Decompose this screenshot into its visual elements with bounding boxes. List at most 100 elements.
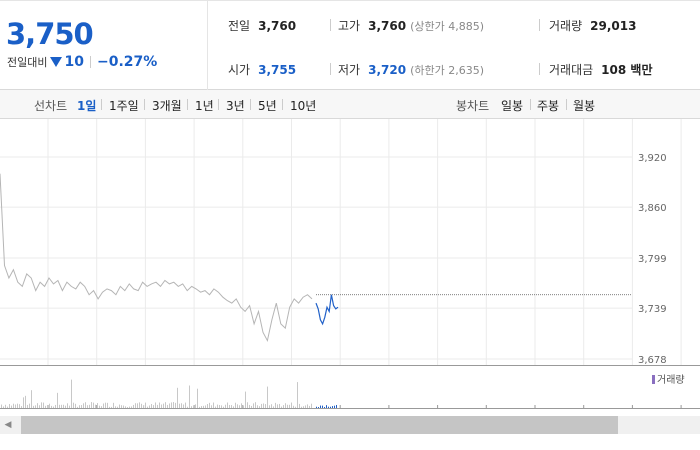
period-3y[interactable]: 3년 (226, 99, 245, 113)
period-1d[interactable]: 1일 (77, 99, 97, 113)
change-label: 전일대비 (7, 56, 48, 69)
volume-bar (336, 404, 337, 408)
scroll-left-icon[interactable]: ◀ (0, 416, 16, 434)
down-arrow-icon (50, 57, 63, 67)
volume-bar (13, 403, 14, 408)
period-10y[interactable]: 10년 (290, 99, 317, 113)
volume-legend-label: 거래량 (657, 374, 685, 386)
volume-bar (289, 404, 290, 408)
candle-daily[interactable]: 일봉 (501, 99, 524, 113)
volume-bar (153, 405, 154, 408)
volume-bar (151, 403, 152, 408)
candle-monthly[interactable]: 월봉 (573, 99, 596, 113)
period-1w[interactable]: 1주일 (109, 99, 139, 113)
volume-bar (267, 386, 268, 408)
volume-bar (273, 406, 274, 408)
scrollbar-thumb[interactable] (21, 416, 618, 434)
volume-bar (175, 402, 176, 408)
volume-bar (227, 402, 228, 408)
volume-bar (21, 406, 22, 408)
volume-bar (143, 405, 144, 408)
volume-bar (49, 403, 50, 408)
volume-bar (281, 406, 282, 408)
volume-bar (35, 405, 36, 408)
volume-bar (195, 404, 196, 408)
volume-bar (135, 403, 136, 408)
volume-bar (123, 405, 124, 408)
divider (218, 99, 219, 110)
volume-bar (5, 404, 6, 408)
volume-bar (283, 405, 284, 408)
volume-bar (101, 406, 102, 408)
volume-bar (91, 402, 92, 408)
volume-bar (301, 406, 302, 408)
divider (250, 99, 251, 110)
volume-bar (107, 402, 108, 408)
volume-bar (299, 403, 300, 408)
volume-bar (239, 405, 240, 408)
price-chart: 3,920 3,860 3,799 3,739 3,678 거래량 (0, 119, 700, 409)
volume-bar (45, 405, 46, 408)
stat-prev: 전일 3,760 (228, 17, 296, 34)
volume-bar (181, 403, 182, 408)
volume-bar (217, 404, 218, 408)
volume-bar (39, 405, 40, 408)
divider (566, 99, 567, 110)
volume-bar (29, 403, 30, 408)
volume-bar (215, 406, 216, 408)
volume-bar (237, 404, 238, 408)
volume-legend-swatch (652, 375, 655, 384)
period-1y[interactable]: 1년 (195, 99, 214, 113)
volume-bar (318, 406, 319, 408)
quote-header: 3,750 전일대비 10 −0.27% 전일 3,760 고가 3,760 (… (0, 0, 700, 90)
volume-bar (191, 406, 192, 408)
volume-bar (57, 392, 58, 408)
stat-value: 108 백만 (601, 63, 653, 77)
history-line (0, 173, 313, 343)
volume-bar (37, 403, 38, 408)
volume-bar (185, 402, 186, 408)
stat-value: 3,760 (368, 19, 407, 33)
volume-bar (23, 397, 24, 408)
chart-toolbar: 선차트 1일 1주일 3개월 1년 3년 5년 10년 봉차트 일봉 주봉 월봉 (0, 90, 700, 119)
stat-high: 고가 3,760 (상한가 4,885) (338, 17, 484, 34)
volume-bar (61, 404, 62, 408)
volume-bar (173, 402, 174, 408)
volume-bar (7, 406, 8, 408)
divider (330, 19, 331, 31)
volume-bar (117, 406, 118, 408)
divider (144, 99, 145, 110)
period-3m[interactable]: 3개월 (152, 99, 182, 113)
stat-open: 시가 3,755 (228, 61, 296, 78)
volume-bar (31, 390, 32, 408)
y-tick-label: 3,678 (638, 355, 667, 366)
chart-scrollbar[interactable]: ◀ (0, 414, 700, 436)
volume-bar (109, 406, 110, 408)
divider (330, 63, 331, 75)
volume-bar (259, 406, 260, 408)
volume-bar (145, 402, 146, 408)
volume-bar (263, 403, 264, 408)
candle-weekly[interactable]: 주봉 (537, 99, 560, 113)
stat-value: 3,755 (258, 63, 297, 77)
period-5y[interactable]: 5년 (258, 99, 277, 113)
volume-bar (187, 406, 188, 408)
volume-bar (285, 403, 286, 408)
volume-bar (316, 406, 317, 408)
volume-bar (71, 379, 72, 408)
volume-bar (103, 403, 104, 408)
divider (530, 99, 531, 110)
volume-bar (171, 402, 172, 408)
divider (539, 63, 540, 75)
volume-bar (9, 404, 10, 408)
volume-bar (271, 404, 272, 408)
volume-bar (75, 403, 76, 408)
volume-bar (255, 402, 256, 408)
volume-bar (159, 402, 160, 408)
volume-bar (229, 404, 230, 408)
volume-bar (93, 402, 94, 408)
price-box: 3,750 전일대비 10 −0.27% (0, 1, 208, 90)
volume-bar (179, 403, 180, 408)
stat-label: 시가 (228, 63, 251, 77)
volume-bar (33, 405, 34, 408)
